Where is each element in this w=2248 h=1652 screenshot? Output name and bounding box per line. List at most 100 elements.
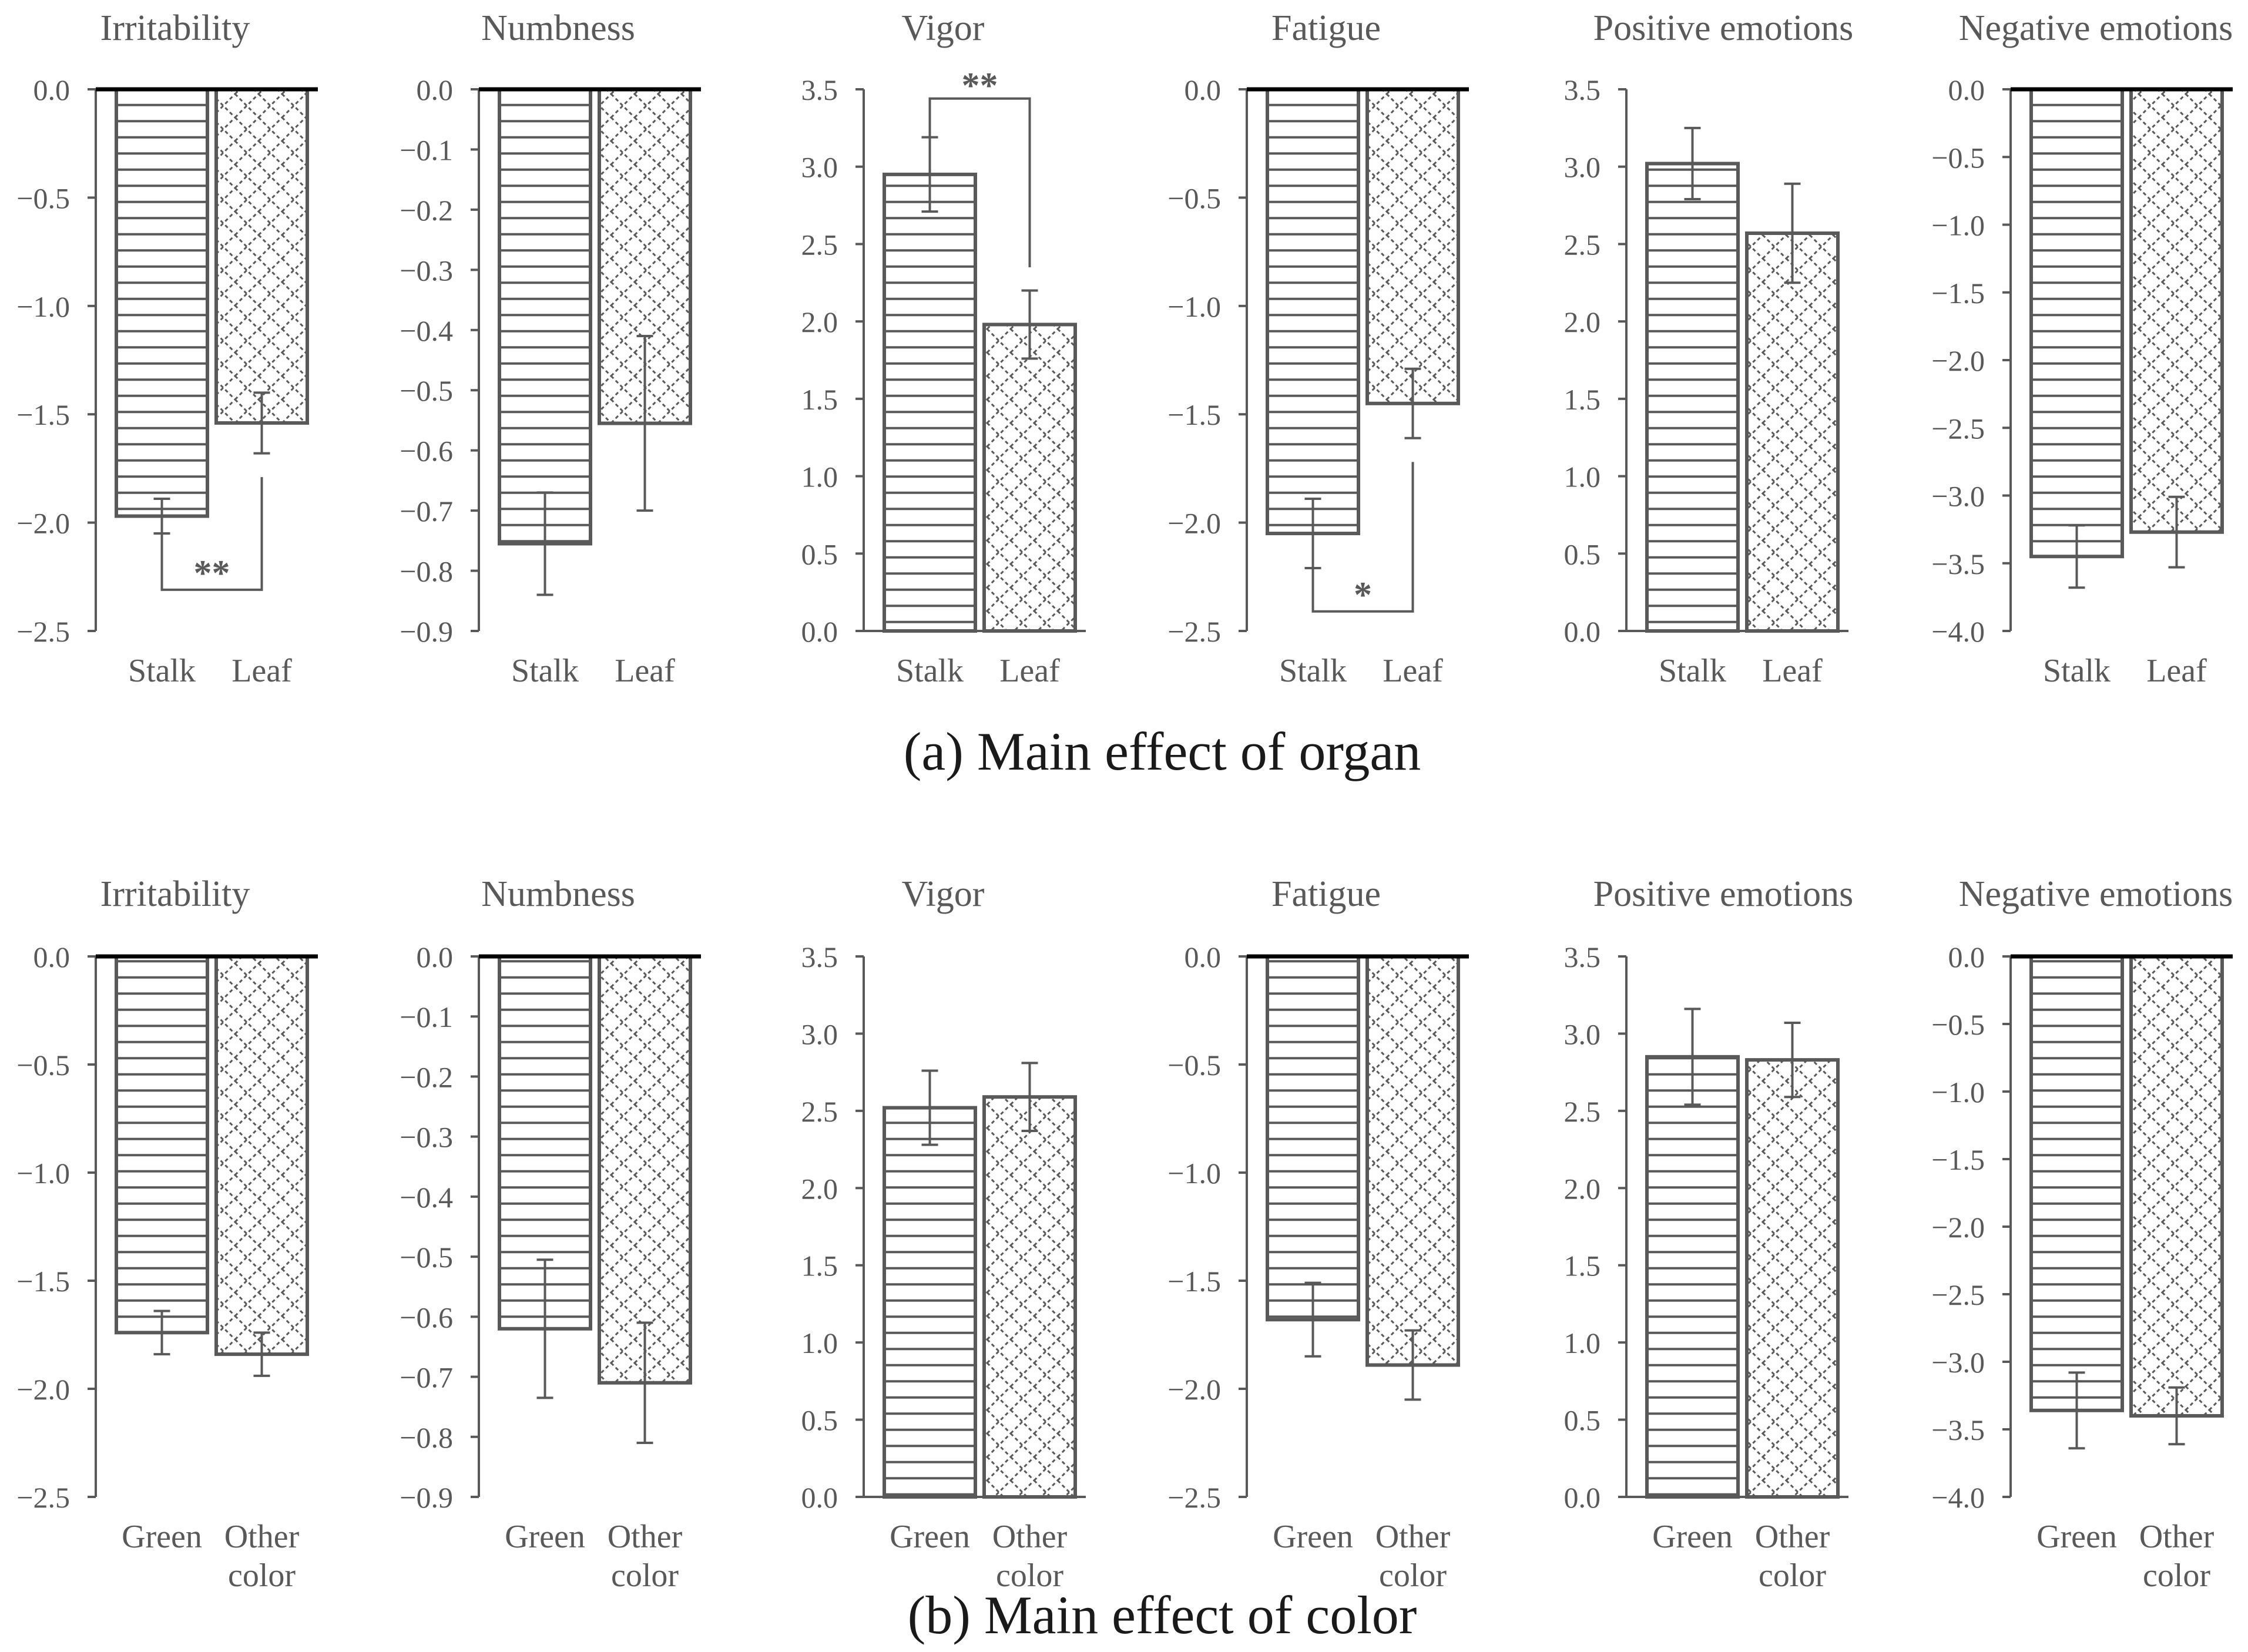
chart-title: Irritability xyxy=(100,874,250,914)
chart-title: Irritability xyxy=(100,8,250,48)
bar-leaf xyxy=(1365,88,1460,405)
y-tick-label: 2.0 xyxy=(1564,305,1601,338)
y-tick-label: −1.5 xyxy=(1931,1143,1985,1176)
y-tick-label: 0.0 xyxy=(1564,615,1601,648)
y-tick-label: 1.5 xyxy=(801,383,838,416)
chart-title: Positive emotions xyxy=(1593,8,1854,48)
category-label: Leaf xyxy=(2146,653,2207,689)
y-tick-label: −4.0 xyxy=(1931,615,1985,648)
y-tick-label: −2.0 xyxy=(1931,344,1985,377)
chart-title: Vigor xyxy=(902,874,985,914)
y-tick-label: −1.0 xyxy=(16,290,70,323)
y-tick-label: −0.2 xyxy=(400,194,453,227)
y-tick-label: 0.0 xyxy=(417,941,454,973)
category-label: Leaf xyxy=(231,653,292,689)
y-tick-label: 1.0 xyxy=(801,461,838,493)
y-tick-label: 0.5 xyxy=(1564,1404,1601,1437)
y-tick-label: −0.1 xyxy=(400,1000,453,1033)
bar-green xyxy=(2029,955,2124,1412)
y-tick-label: 0.0 xyxy=(1185,73,1222,106)
y-tick-label: −2.0 xyxy=(1931,1211,1985,1244)
y-tick-label: 0.5 xyxy=(801,1404,838,1437)
y-tick-label: −2.0 xyxy=(1167,1373,1221,1406)
category-label: Leaf xyxy=(615,653,675,689)
bar-stalk xyxy=(115,88,209,518)
y-tick-label: 0.0 xyxy=(1948,73,1985,106)
y-tick-label: −1.0 xyxy=(1167,290,1221,323)
significance-bracket xyxy=(928,97,1031,267)
y-tick-label: −0.1 xyxy=(400,133,453,166)
category-label: Green xyxy=(1273,1519,1353,1555)
chart-panel-a-5: Positive emotions Stalk Leaf 3.5 3.0 2.5 2.0 1.… xyxy=(1564,8,1854,689)
y-tick-label: 2.0 xyxy=(801,1172,838,1205)
y-tick-label: −0.3 xyxy=(400,1121,453,1154)
y-tick-label: −1.5 xyxy=(16,1265,70,1298)
bar-other-color xyxy=(982,1095,1077,1499)
category-label: Green xyxy=(890,1519,970,1555)
category-label: Leaf xyxy=(1762,653,1823,689)
y-tick-label: −3.5 xyxy=(1931,1413,1985,1446)
category-label: Green xyxy=(2036,1519,2117,1555)
bar-leaf xyxy=(2129,88,2224,534)
y-tick-label: 1.0 xyxy=(1564,1327,1601,1359)
category-label: Green xyxy=(122,1519,202,1555)
bar-leaf xyxy=(1745,231,1840,633)
y-tick-label: 3.0 xyxy=(1564,151,1601,184)
significance-label: ** xyxy=(194,553,230,593)
chart-title: Vigor xyxy=(902,8,985,48)
bar-stalk xyxy=(498,88,592,546)
chart-panel-a-4: Fatigue Stalk Leaf 0.0 −0.5 −1.0 −1.5 −2.0 −2.5 * xyxy=(1167,8,1469,689)
y-tick-label: −1.5 xyxy=(1931,277,1985,310)
y-tick-label: −0.8 xyxy=(400,1421,453,1454)
y-tick-label: −0.5 xyxy=(16,1049,70,1082)
y-tick-label: −0.5 xyxy=(1167,182,1221,214)
y-tick-label: −0.5 xyxy=(1931,1008,1985,1041)
y-tick-label: −2.5 xyxy=(1931,412,1985,445)
y-tick-label: 0.0 xyxy=(1948,941,1985,973)
y-tick-label: 2.0 xyxy=(1564,1172,1601,1205)
y-tick-label: 1.0 xyxy=(801,1327,838,1359)
category-label: Other xyxy=(224,1519,300,1555)
chart-title: Fatigue xyxy=(1271,8,1381,48)
y-tick-label: 2.5 xyxy=(1564,228,1601,261)
chart-title: Positive emotions xyxy=(1593,874,1854,914)
figure-caption-b: (b) Main effect of color xyxy=(908,1585,1417,1645)
y-tick-label: 3.5 xyxy=(1564,73,1601,106)
y-tick-label: −0.3 xyxy=(400,254,453,287)
category-label: Other xyxy=(992,1519,1068,1555)
y-tick-label: 0.0 xyxy=(801,1481,838,1514)
category-label: Other xyxy=(1375,1519,1451,1555)
category-label: Stalk xyxy=(2043,653,2111,689)
category-label: color xyxy=(1759,1557,1826,1594)
category-label: Other xyxy=(608,1519,683,1555)
chart-title: Negative emotions xyxy=(1959,8,2233,48)
category-label: Stalk xyxy=(1279,653,1347,689)
chart-panel-a-2: Numbness Stalk Leaf 0.0 −0.1 −0.2 −0.3 −0.4 −0.5… xyxy=(400,8,701,689)
bar-green xyxy=(115,955,209,1335)
y-tick-label: −1.0 xyxy=(1931,209,1985,242)
y-tick-label: −1.5 xyxy=(16,398,70,431)
y-tick-label: −2.5 xyxy=(16,615,70,648)
y-tick-label: 2.5 xyxy=(1564,1095,1601,1128)
y-tick-label: −0.2 xyxy=(400,1060,453,1093)
bar-stalk xyxy=(1645,162,1740,633)
bar-other-color xyxy=(598,955,692,1385)
y-tick-label: −0.5 xyxy=(400,374,453,407)
y-tick-label: −0.6 xyxy=(400,1301,453,1334)
y-tick-label: −3.5 xyxy=(1931,548,1985,580)
category-label: color xyxy=(2143,1557,2210,1594)
y-tick-label: 2.0 xyxy=(801,305,838,338)
y-tick-label: 1.5 xyxy=(1564,1250,1601,1282)
figure-caption-a: (a) Main effect of organ xyxy=(904,721,1421,781)
y-tick-label: 1.5 xyxy=(801,1250,838,1282)
bar-stalk xyxy=(883,172,977,633)
category-label: Stalk xyxy=(896,653,964,689)
y-tick-label: −2.5 xyxy=(1167,1481,1221,1514)
y-tick-label: 0.0 xyxy=(1564,1481,1601,1514)
